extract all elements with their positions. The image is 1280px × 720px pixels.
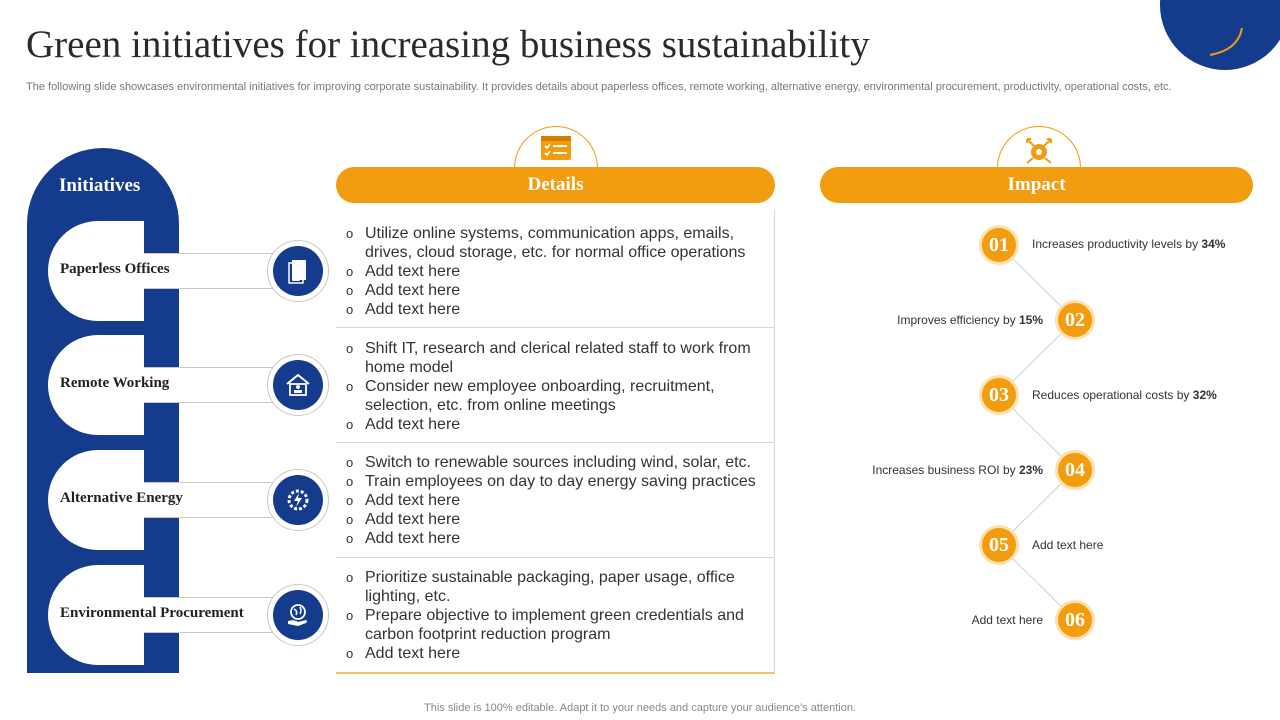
details-line-text: Utilize online systems, communication ap…	[365, 225, 735, 242]
initiative-remote-working: Remote Working	[48, 335, 329, 435]
details-line: o Switch to renewable sources including w…	[346, 453, 766, 472]
details-line-text: Add text here	[365, 645, 461, 662]
details-line: o Utilize online systems, communication a…	[346, 224, 766, 243]
details-line: o Add text here	[346, 644, 766, 663]
details-block-procurement: o Prioritize sustainable packaging, paper…	[336, 568, 774, 663]
bullet-icon: o	[346, 226, 354, 241]
details-line: o Prepare objective to implement green cr…	[346, 606, 766, 625]
details-line-text: Add text here	[365, 492, 461, 509]
bullet-icon: o	[346, 455, 354, 470]
bullet-icon: o	[346, 417, 354, 432]
details-line-text: Add text here	[365, 511, 461, 528]
details-line-text: Prepare objective to implement green cre…	[365, 607, 744, 624]
home-office-icon	[273, 360, 323, 410]
document-icon	[273, 246, 323, 296]
impact-text-04: Increases business ROI by 23%	[872, 463, 1043, 477]
details-line-text: Add text here	[365, 263, 461, 280]
details-line-text: drives, cloud storage, etc. for normal o…	[365, 244, 746, 261]
details-line-text: Switch to renewable sources including wi…	[365, 454, 751, 471]
details-line-text: Add text here	[365, 301, 461, 318]
globe-hand-icon	[273, 590, 323, 640]
initiative-label: Environmental Procurement	[60, 605, 244, 621]
details-line-text: Train employees on day to day energy sav…	[365, 473, 756, 490]
bullet-icon: o	[346, 646, 354, 661]
impact-number-06: 06	[1055, 600, 1095, 640]
impact-number-01: 01	[979, 225, 1019, 265]
details-line: o Add text here	[346, 491, 766, 510]
impact-text-06: Add text here	[971, 613, 1043, 627]
bullet-icon: o	[346, 531, 354, 546]
bullet-icon: o	[346, 264, 354, 279]
footer-note: This slide is 100% editable. Adapt it to…	[424, 702, 856, 714]
bullet-icon: o	[346, 302, 354, 317]
bullet-icon: o	[346, 379, 354, 394]
initiative-label: Paperless Offices	[60, 261, 170, 277]
details-line-text: Add text here	[365, 416, 461, 433]
details-line: o Add text here	[346, 300, 766, 319]
bullet-icon: o	[346, 512, 354, 527]
details-line: o Add text here	[346, 510, 766, 529]
bullet-icon: o	[346, 493, 354, 508]
details-line: carbon footprint reduction program	[346, 625, 766, 644]
details-line: drives, cloud storage, etc. for normal o…	[346, 243, 766, 262]
impact-text-05: Add text here	[1032, 538, 1104, 552]
impact-number-03: 03	[979, 375, 1019, 415]
impact-number-02: 02	[1055, 300, 1095, 340]
bullet-icon: o	[346, 474, 354, 489]
initiatives-header: Initiatives	[59, 175, 141, 196]
details-line-text: Consider new employee onboarding, recrui…	[365, 378, 715, 395]
energy-gear-icon	[273, 475, 323, 525]
corner-arc-decoration	[1209, 27, 1243, 56]
checklist-icon	[541, 136, 571, 160]
impact-text-01: Increases productivity levels by 34%	[1032, 237, 1226, 251]
bullet-icon: o	[346, 570, 354, 585]
details-line: o Add text here	[346, 262, 766, 281]
details-header: Details	[336, 167, 775, 203]
details-line: o Shift IT, research and clerical related…	[346, 339, 766, 358]
details-line-text: Prioritize sustainable packaging, paper …	[365, 569, 735, 586]
initiative-label: Remote Working	[60, 375, 170, 391]
details-block-energy: o Switch to renewable sources including w…	[336, 453, 774, 548]
details-line-text: Add text here	[365, 282, 461, 299]
details-line-text: lighting, etc.	[365, 588, 451, 605]
details-block-paperless: o Utilize online systems, communication a…	[336, 224, 774, 319]
details-line-text: carbon footprint reduction program	[365, 626, 611, 643]
details-block-remote: o Shift IT, research and clerical related…	[336, 339, 774, 434]
impact-header: Impact	[820, 167, 1253, 203]
details-panel: o Utilize online systems, communication a…	[336, 210, 775, 674]
initiative-alternative-energy: Alternative Energy	[48, 450, 329, 550]
details-line: o Add text here	[346, 281, 766, 300]
details-line: home model	[346, 358, 766, 377]
details-line-text: home model	[365, 359, 454, 376]
impact-text-02: Improves efficiency by 15%	[897, 313, 1043, 327]
details-line: selection, etc. from online meetings	[346, 396, 766, 415]
impact-text-03: Reduces operational costs by 32%	[1032, 388, 1217, 402]
initiative-paperless-offices: Paperless Offices	[48, 221, 329, 321]
target-arrows-icon	[1026, 138, 1052, 164]
details-line: o Train employees on day to day energy sa…	[346, 472, 766, 491]
initiative-environmental-procurement: Environmental Procurement	[48, 565, 329, 665]
details-line: lighting, etc.	[346, 587, 766, 606]
page-subtitle: The following slide showcases environmen…	[26, 81, 1172, 93]
initiative-label: Alternative Energy	[60, 490, 183, 506]
details-line: o Add text here	[346, 415, 766, 434]
bullet-icon: o	[346, 341, 354, 356]
details-line-text: Shift IT, research and clerical related …	[365, 340, 751, 357]
details-line-text: Add text here	[365, 530, 461, 547]
page-title: Green initiatives for increasing busines…	[26, 23, 870, 66]
details-line-text: selection, etc. from online meetings	[365, 397, 616, 414]
bullet-icon: o	[346, 608, 354, 623]
details-line: o Prioritize sustainable packaging, paper…	[346, 568, 766, 587]
impact-number-04: 04	[1055, 450, 1095, 490]
details-line: o Consider new employee onboarding, recru…	[346, 377, 766, 396]
details-line: o Add text here	[346, 529, 766, 548]
impact-number-05: 05	[979, 525, 1019, 565]
bullet-icon: o	[346, 283, 354, 298]
